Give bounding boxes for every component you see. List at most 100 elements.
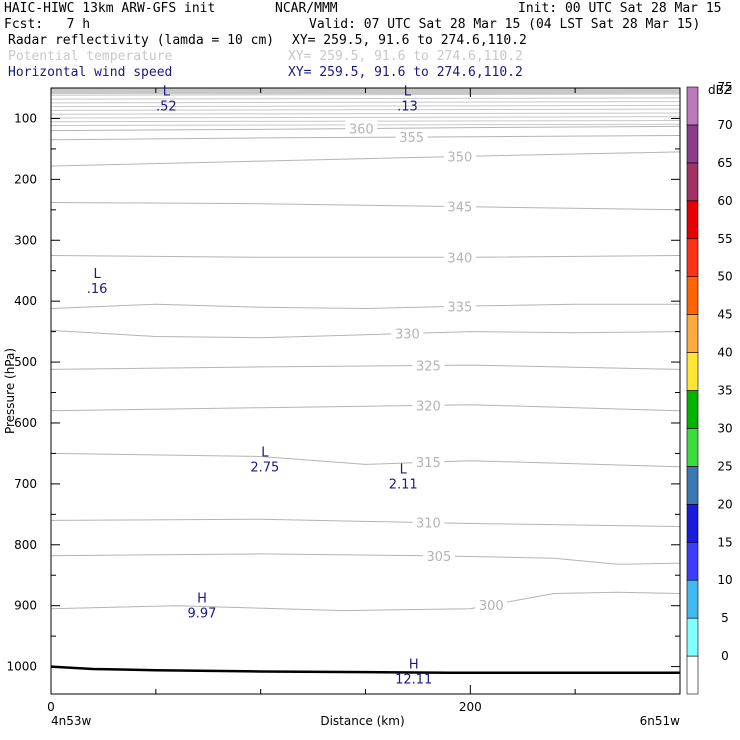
theta-contour-335 <box>50 303 680 310</box>
colorbar-swatch <box>686 86 699 126</box>
theta-label-bg <box>412 357 445 373</box>
theta-contour-label: 335 <box>447 300 472 315</box>
colorbar-level-label: 30 <box>717 421 732 435</box>
y-tick-label: 600 <box>14 416 37 430</box>
field-name-theta: Potential temperature <box>8 49 173 64</box>
colorbar-level-label: 40 <box>717 346 732 360</box>
wind-extremum-value: 9.97 <box>187 607 216 622</box>
wind-extremum-high: H <box>197 592 207 607</box>
theta-contour-350 <box>50 151 681 167</box>
y-tick-label: 400 <box>14 294 37 308</box>
theta-label-bg <box>412 397 445 413</box>
wind-extremum-value: 2.11 <box>389 478 418 493</box>
colorbar-swatch <box>686 466 699 505</box>
theta-contour-340 <box>50 255 681 258</box>
theta-contour-310 <box>50 518 681 527</box>
field-name-reflectivity: Radar reflectivity (lamda = 10 cm) <box>8 33 275 48</box>
dense-theta-contour <box>50 108 681 111</box>
theta-contour-label: 340 <box>447 251 472 266</box>
colorbar-level-label: 5 <box>721 611 729 625</box>
theta-label-bg <box>475 596 508 612</box>
theta-contour-305 <box>50 553 681 565</box>
colorbar-swatch <box>686 428 699 467</box>
theta-contour-345 <box>50 202 681 211</box>
field-name-wind: Horizontal wind speed <box>8 65 173 80</box>
colorbar-level-label: 70 <box>717 118 732 132</box>
y-tick-label: 700 <box>14 477 37 491</box>
colorbar-level-label: 0 <box>721 649 729 663</box>
colorbar-swatch <box>686 238 699 277</box>
theta-contour-label: 315 <box>416 456 441 471</box>
y-tick-label: 1000 <box>6 660 37 674</box>
dense-theta-contour <box>50 101 681 104</box>
wind-extremum-low: L <box>261 445 269 460</box>
wind-extremum-high: H <box>409 657 419 672</box>
dense-theta-contour <box>50 104 681 108</box>
theta-contour-label: 330 <box>395 327 420 342</box>
theta-label-bg <box>443 148 476 164</box>
theta-contour-320 <box>50 404 681 412</box>
wind-extremum-low: L <box>404 84 412 99</box>
theta-label-bg <box>412 514 445 530</box>
theta-contour-label: 360 <box>349 123 374 138</box>
colorbar-level-label: 20 <box>717 497 732 511</box>
dense-theta-contour <box>50 93 681 96</box>
x-tick-label: 0 <box>47 700 55 714</box>
theta-contour-330 <box>50 329 681 339</box>
y-tick-label: 200 <box>14 172 37 186</box>
y-axis-label: Pressure (hPa) <box>3 348 17 434</box>
theta-contour-label: 310 <box>416 517 441 532</box>
colorbar-level-label: 25 <box>717 459 732 473</box>
theta-contour-label: 355 <box>399 131 424 146</box>
wind-extremum-value: .52 <box>156 99 177 114</box>
colorbar-level-label: 65 <box>717 156 732 170</box>
theta-contour-315 <box>50 452 681 468</box>
theta-label-bg <box>443 249 476 265</box>
wind-extremum-low: L <box>163 84 171 99</box>
colorbar-swatch <box>686 200 699 240</box>
colorbar-swatch <box>686 314 699 353</box>
colorbar-swatch <box>686 655 699 695</box>
theta-contour-355 <box>50 135 681 141</box>
wind-extremum-low: L <box>94 267 102 282</box>
theta-contour-label: 350 <box>447 150 472 165</box>
theta-contour-label: 325 <box>416 359 441 374</box>
colorbar-swatch <box>686 124 699 164</box>
colorbar-level-label: 55 <box>717 232 732 246</box>
theta-contour-label: 300 <box>479 599 504 614</box>
center-label: NCAR/MMM <box>275 1 338 16</box>
field-xy-reflectivity: XY= 259.5, 91.6 to 274.6,110.2 <box>292 33 527 48</box>
terrain-line <box>50 665 680 674</box>
colorbar-level-label: 60 <box>717 194 732 208</box>
x-axis-label: Distance (km) <box>320 714 404 728</box>
colorbar-unit-label: dBZ <box>708 83 732 97</box>
dense-theta-contour <box>50 112 681 115</box>
field-xy-wind: XY= 259.5, 91.6 to 274.6,110.2 <box>288 65 523 80</box>
wind-extremum-value: 12.11 <box>395 672 432 687</box>
colorbar-level-label: 35 <box>717 384 732 398</box>
colorbar-swatch <box>686 276 699 315</box>
valid-time: Valid: 07 UTC Sat 28 Mar 15 (04 LST Sat … <box>309 17 701 32</box>
theta-label-bg <box>443 198 476 214</box>
plot-frame <box>50 87 681 695</box>
colorbar-swatch <box>686 390 699 429</box>
y-tick-label: 100 <box>14 111 37 125</box>
wind-extremum-value: .13 <box>397 99 418 114</box>
theta-contour-325 <box>50 364 681 370</box>
colorbar-level-label: 75 <box>717 80 732 94</box>
x-left-endpoint: 4n53w <box>51 714 92 728</box>
wind-extremum-value: 2.75 <box>250 460 279 475</box>
field-xy-theta: XY= 259.5, 91.6 to 274.6,110.2 <box>288 49 523 64</box>
dense-theta-contour <box>50 116 681 119</box>
dense-theta-contour <box>50 97 681 100</box>
theta-contour-300 <box>50 591 681 612</box>
wind-extremum-value: .16 <box>87 282 108 297</box>
x-tick-label: 200 <box>459 700 482 714</box>
colorbar-swatch <box>686 541 699 581</box>
theta-label-bg <box>391 325 424 341</box>
init-time: Init: 00 UTC Sat 28 Mar 15 <box>518 1 722 16</box>
y-tick-label: 900 <box>14 599 37 613</box>
colorbar-swatch <box>686 579 699 619</box>
colorbar-swatch <box>686 162 699 202</box>
